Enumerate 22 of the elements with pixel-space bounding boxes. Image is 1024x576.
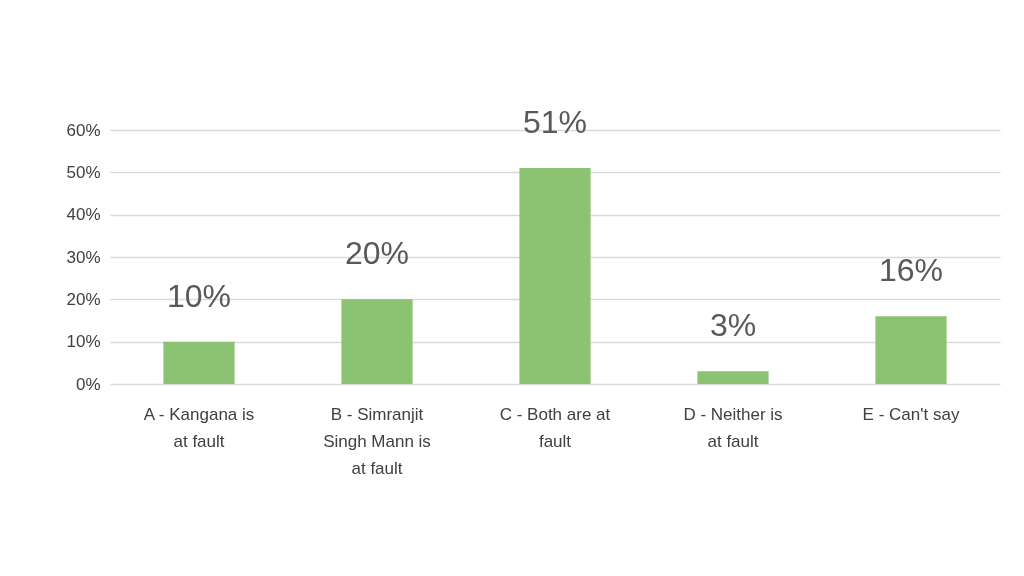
data-label: 3% (709, 307, 757, 344)
y-tick-label: 40% (66, 205, 101, 225)
x-tick-label: B - Simranjit Singh Mann is at fault (323, 404, 431, 478)
y-tick-label: 0% (75, 374, 101, 394)
bar (163, 341, 235, 384)
x-tick-label: E - Can't say (862, 404, 960, 424)
data-label: 16% (878, 252, 944, 289)
x-tick-label: D - Neither is at fault (683, 404, 783, 451)
y-tick-label: 50% (66, 162, 101, 182)
data-label: 10% (166, 277, 232, 314)
data-label: 51% (522, 104, 588, 141)
y-tick-label: 30% (66, 247, 101, 267)
bar (341, 299, 413, 384)
x-tick-label: A - Kangana is at fault (143, 404, 255, 451)
bar (875, 316, 947, 384)
y-tick-label: 60% (66, 120, 101, 140)
y-tick-label: 20% (66, 289, 101, 309)
bar (697, 371, 769, 384)
bar (519, 168, 591, 384)
data-label: 20% (344, 235, 410, 272)
x-tick-label: C - Both are at fault (499, 404, 611, 451)
y-tick-label: 10% (66, 332, 101, 352)
